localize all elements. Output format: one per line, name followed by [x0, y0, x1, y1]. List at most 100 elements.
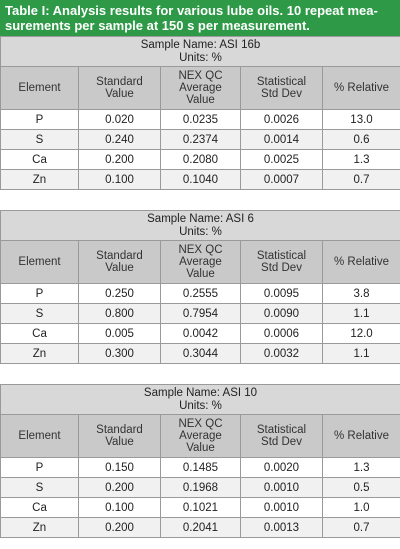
results-table: Sample Name: ASI 10 Units: % Element Standa…: [0, 384, 400, 538]
cell-percent-relative: 1.3: [323, 458, 400, 478]
cell-element: P: [1, 110, 79, 130]
units-label: Units: %: [179, 400, 222, 412]
header-nex-qc-average: NEX QC Average Value: [161, 241, 241, 284]
cell-nex-qc-average: 0.7954: [161, 304, 241, 324]
table-row: P 0.020 0.0235 0.0026 13.0: [1, 110, 400, 130]
header-standard-value: Standard Value: [79, 241, 161, 284]
cell-percent-relative: 0.5: [323, 478, 400, 498]
caption-line-2: surements per sample at 150 s per measur…: [5, 18, 395, 33]
cell-element: P: [1, 458, 79, 478]
sample-header-row: Sample Name: ASI 16b Units: %: [1, 37, 400, 67]
cell-element: Ca: [1, 150, 79, 170]
cell-element: S: [1, 478, 79, 498]
cell-element: Ca: [1, 498, 79, 518]
sample-header-row: Sample Name: ASI 6 Units: %: [1, 211, 400, 241]
table-row: Zn 0.100 0.1040 0.0007 0.7: [1, 170, 400, 190]
header-statistical-std-dev: Statistical Std Dev: [241, 241, 323, 284]
cell-std-dev: 0.0007: [241, 170, 323, 190]
cell-standard-value: 0.020: [79, 110, 161, 130]
cell-standard-value: 0.150: [79, 458, 161, 478]
cell-standard-value: 0.200: [79, 150, 161, 170]
cell-standard-value: 0.100: [79, 498, 161, 518]
cell-percent-relative: 1.1: [323, 344, 400, 364]
cell-percent-relative: 1.0: [323, 498, 400, 518]
cell-std-dev: 0.0026: [241, 110, 323, 130]
cell-std-dev: 0.0013: [241, 518, 323, 538]
cell-standard-value: 0.240: [79, 130, 161, 150]
sample-name: Sample Name: ASI 6: [147, 213, 254, 225]
cell-std-dev: 0.0006: [241, 324, 323, 344]
cell-nex-qc-average: 0.3044: [161, 344, 241, 364]
cell-percent-relative: 1.1: [323, 304, 400, 324]
sample-header-row: Sample Name: ASI 10 Units: %: [1, 385, 400, 415]
table-row: P 0.150 0.1485 0.0020 1.3: [1, 458, 400, 478]
cell-std-dev: 0.0020: [241, 458, 323, 478]
column-header-row: Element Standard Value NEX QC Average Value St…: [1, 415, 400, 458]
units-label: Units: %: [179, 52, 222, 64]
cell-element: S: [1, 304, 79, 324]
table-row: S 0.240 0.2374 0.0014 0.6: [1, 130, 400, 150]
header-statistical-std-dev: Statistical Std Dev: [241, 67, 323, 110]
cell-element: Ca: [1, 324, 79, 344]
cell-percent-relative: 1.3: [323, 150, 400, 170]
sample-header: Sample Name: ASI 16b Units: %: [1, 37, 400, 67]
header-percent-relative: % Relative: [323, 241, 400, 284]
results-table: Sample Name: ASI 6 Units: % Element Standar…: [0, 210, 400, 364]
cell-standard-value: 0.200: [79, 518, 161, 538]
table-row: P 0.250 0.2555 0.0095 3.8: [1, 284, 400, 304]
header-element: Element: [1, 415, 79, 458]
cell-standard-value: 0.800: [79, 304, 161, 324]
cell-percent-relative: 0.6: [323, 130, 400, 150]
table-row: Ca 0.200 0.2080 0.0025 1.3: [1, 150, 400, 170]
header-element: Element: [1, 241, 79, 284]
sample-header: Sample Name: ASI 6 Units: %: [1, 211, 400, 241]
table-row: Ca 0.005 0.0042 0.0006 12.0: [1, 324, 400, 344]
cell-nex-qc-average: 0.2555: [161, 284, 241, 304]
cell-nex-qc-average: 0.2080: [161, 150, 241, 170]
cell-element: Zn: [1, 170, 79, 190]
header-nex-qc-average: NEX QC Average Value: [161, 67, 241, 110]
header-standard-value: Standard Value: [79, 67, 161, 110]
cell-standard-value: 0.250: [79, 284, 161, 304]
cell-nex-qc-average: 0.0042: [161, 324, 241, 344]
header-nex-qc-average: NEX QC Average Value: [161, 415, 241, 458]
table-gap: [0, 364, 400, 384]
cell-percent-relative: 0.7: [323, 518, 400, 538]
tables-container: Sample Name: ASI 16b Units: % Element Stand…: [0, 36, 400, 538]
cell-percent-relative: 3.8: [323, 284, 400, 304]
cell-nex-qc-average: 0.2374: [161, 130, 241, 150]
header-statistical-std-dev: Statistical Std Dev: [241, 415, 323, 458]
table-row: S 0.800 0.7954 0.0090 1.1: [1, 304, 400, 324]
cell-std-dev: 0.0032: [241, 344, 323, 364]
sample-name: Sample Name: ASI 10: [144, 387, 257, 399]
cell-std-dev: 0.0025: [241, 150, 323, 170]
column-header-row: Element Standard Value NEX QC Average Value St…: [1, 241, 400, 284]
table-gap: [0, 190, 400, 210]
header-percent-relative: % Relative: [323, 415, 400, 458]
cell-standard-value: 0.100: [79, 170, 161, 190]
cell-standard-value: 0.300: [79, 344, 161, 364]
units-label: Units: %: [179, 226, 222, 238]
cell-std-dev: 0.0095: [241, 284, 323, 304]
cell-nex-qc-average: 0.1968: [161, 478, 241, 498]
header-standard-value: Standard Value: [79, 415, 161, 458]
cell-std-dev: 0.0090: [241, 304, 323, 324]
cell-element: Zn: [1, 344, 79, 364]
table-row: S 0.200 0.1968 0.0010 0.5: [1, 478, 400, 498]
header-element: Element: [1, 67, 79, 110]
cell-element: S: [1, 130, 79, 150]
table-row: Ca 0.100 0.1021 0.0010 1.0: [1, 498, 400, 518]
sample-header: Sample Name: ASI 10 Units: %: [1, 385, 400, 415]
cell-element: Zn: [1, 518, 79, 538]
table-caption: Table I: Analysis results for various lu…: [0, 0, 400, 36]
cell-std-dev: 0.0014: [241, 130, 323, 150]
cell-nex-qc-average: 0.1040: [161, 170, 241, 190]
cell-std-dev: 0.0010: [241, 478, 323, 498]
cell-std-dev: 0.0010: [241, 498, 323, 518]
cell-percent-relative: 0.7: [323, 170, 400, 190]
caption-line-1: Table I: Analysis results for various lu…: [5, 3, 395, 18]
cell-standard-value: 0.005: [79, 324, 161, 344]
cell-element: P: [1, 284, 79, 304]
cell-percent-relative: 12.0: [323, 324, 400, 344]
